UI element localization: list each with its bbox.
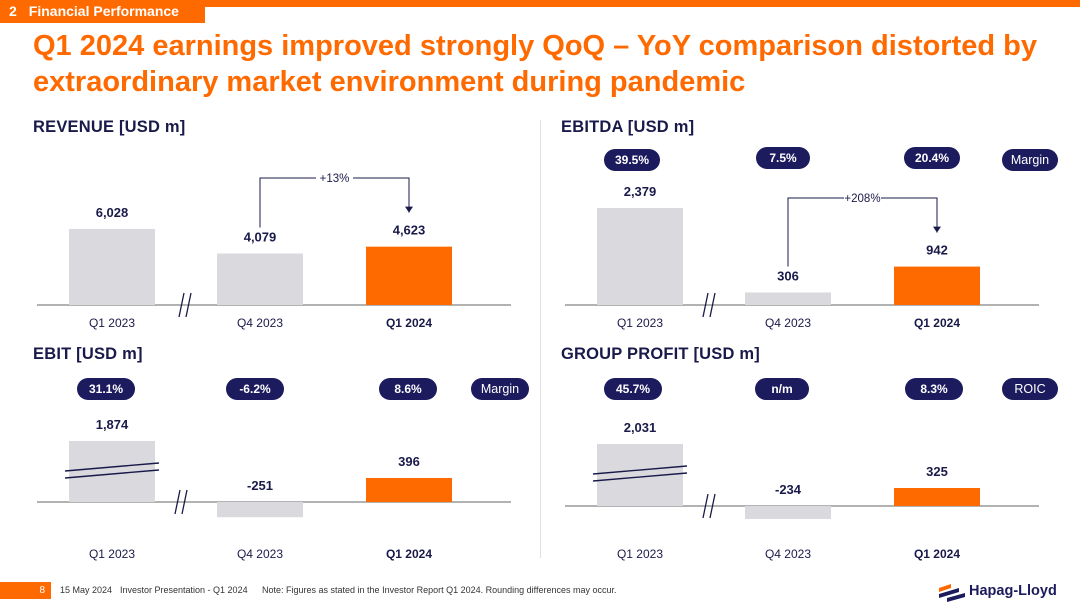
- slide-headline: Q1 2024 earnings improved strongly QoQ –…: [33, 30, 1037, 98]
- footer-note: Note: Figures as stated in the Investor …: [262, 585, 617, 595]
- page-number: 8: [0, 582, 51, 599]
- revenue-axis-break: [178, 292, 192, 318]
- ebit-category-label-1: Q1 2023: [89, 547, 135, 561]
- ebitda-growth-bracket: [787, 197, 938, 267]
- group-profit-bar-break: [592, 465, 688, 482]
- ebit-margin-legend: Margin: [471, 378, 529, 400]
- group-profit-bar-2: [745, 506, 831, 519]
- revenue-bar-3: [366, 246, 452, 305]
- footer-presentation: Investor Presentation - Q1 2024: [120, 585, 248, 595]
- revenue-value-label-2: 4,079: [244, 230, 277, 245]
- group-profit-roic-legend: ROIC: [1002, 378, 1058, 400]
- group-profit-title: GROUP PROFIT [USD m]: [561, 345, 760, 363]
- section-label: Financial Performance: [28, 3, 179, 19]
- ebit-value-label-3: 396: [398, 454, 420, 469]
- group-profit-category-label-1: Q1 2023: [617, 547, 663, 561]
- ebitda-category-label-1: Q1 2023: [617, 316, 663, 330]
- revenue-category-label-3: Q1 2024: [386, 316, 432, 330]
- ebit-margin-pill-q4-2023: -6.2%: [226, 378, 284, 400]
- group-profit-category-label-3: Q1 2024: [914, 547, 960, 561]
- revenue-panel: REVENUE [USD m] 6,028 Q1 2023 4,079 Q4 2023…: [33, 118, 523, 348]
- revenue-bar-2: [217, 253, 303, 305]
- ebitda-chart: 2,379 Q1 2023 306 Q4 2023 942 Q1 2024 +208%: [565, 184, 1039, 330]
- ebit-bar-2: [217, 502, 303, 518]
- hapag-lloyd-logo: Hapag-Lloyd: [937, 582, 1057, 602]
- ebit-category-label-3: Q1 2024: [386, 547, 432, 561]
- ebit-axis-break: [174, 489, 188, 515]
- ebit-value-label-1: 1,874: [96, 417, 129, 432]
- group-profit-roic-pill-q1-2024: 8.3%: [905, 378, 963, 400]
- group-profit-value-label-2: -234: [775, 482, 802, 497]
- ebitda-margin-pill-q1-2023: 39.5%: [604, 149, 660, 171]
- section-number: 2: [9, 3, 17, 19]
- revenue-title: REVENUE [USD m]: [33, 118, 186, 136]
- ebitda-category-label-2: Q4 2023: [765, 316, 811, 330]
- revenue-bar-1: [69, 228, 155, 305]
- hapag-lloyd-logo-icon: [939, 584, 965, 602]
- revenue-growth-bracket: [259, 177, 410, 228]
- ebit-panel: EBIT [USD m] 31.1% -6.2% 8.6% Margin 1,8…: [33, 345, 529, 575]
- ebitda-value-label-2: 306: [777, 269, 799, 284]
- logo-name: Hapag-Lloyd: [969, 583, 1057, 599]
- ebit-title: EBIT [USD m]: [33, 345, 143, 363]
- ebitda-bar-1: [597, 207, 683, 305]
- panel-divider: [540, 120, 541, 558]
- ebit-category-label-2: Q4 2023: [237, 547, 283, 561]
- ebitda-margin-legend: Margin: [1002, 149, 1058, 171]
- top-accent-bar: [0, 0, 1080, 7]
- group-profit-roic-pill-q4-2023: n/m: [755, 378, 809, 400]
- ebitda-bar-3: [894, 266, 980, 305]
- ebitda-margin-pill-q4-2023: 7.5%: [756, 147, 810, 169]
- revenue-growth-label: +13%: [320, 173, 350, 185]
- ebitda-margin-pill-q1-2024: 20.4%: [904, 147, 960, 169]
- ebitda-title: EBITDA [USD m]: [561, 118, 695, 136]
- group-profit-value-label-1: 2,031: [624, 420, 657, 435]
- section-tag: 2 Financial Performance: [0, 0, 205, 23]
- ebitda-growth-label: +208%: [844, 193, 880, 205]
- ebit-margin-pill-q1-2024: 8.6%: [379, 378, 437, 400]
- ebit-margin-pill-q1-2023: 31.1%: [77, 378, 135, 400]
- ebitda-growth-arrow: [933, 226, 941, 233]
- group-profit-roic-pill-q1-2023: 45.7%: [604, 378, 662, 400]
- footer: 8 15 May 2024 Investor Presentation - Q1…: [0, 582, 1080, 602]
- revenue-chart: 6,028 Q1 2023 4,079 Q4 2023 4,623 Q1 2024 +13%: [37, 173, 511, 330]
- group-profit-category-label-2: Q4 2023: [765, 547, 811, 561]
- revenue-category-label-2: Q4 2023: [237, 316, 283, 330]
- group-profit-axis-break: [702, 493, 716, 519]
- group-profit-chart: 2,031 Q1 2023 -234 Q4 2023 325 Q1 2024: [565, 420, 1039, 561]
- footer-date: 15 May 2024: [60, 585, 113, 595]
- group-profit-panel: GROUP PROFIT [USD m] 45.7% n/m 8.3% ROIC…: [561, 345, 1058, 575]
- revenue-value-label-1: 6,028: [96, 205, 129, 220]
- ebitda-panel: EBITDA [USD m] 39.5% 7.5% 20.4% Margin 2…: [561, 118, 1058, 348]
- revenue-category-label-1: Q1 2023: [89, 316, 135, 330]
- ebitda-bar-2: [745, 292, 831, 305]
- ebit-chart: 1,874 Q1 2023 -251 Q4 2023 396 Q1 2024: [37, 417, 511, 561]
- ebit-value-label-2: -251: [247, 478, 273, 493]
- revenue-value-label-3: 4,623: [393, 223, 426, 238]
- group-profit-value-label-3: 325: [926, 464, 948, 479]
- revenue-growth-arrow: [405, 206, 413, 213]
- ebitda-value-label-3: 942: [926, 243, 948, 258]
- ebit-bar-3: [366, 477, 452, 502]
- ebit-bar-break: [64, 462, 160, 479]
- group-profit-bar-3: [894, 488, 980, 506]
- ebitda-category-label-3: Q1 2024: [914, 316, 960, 330]
- ebitda-axis-break: [702, 292, 716, 318]
- ebitda-value-label-1: 2,379: [624, 184, 657, 199]
